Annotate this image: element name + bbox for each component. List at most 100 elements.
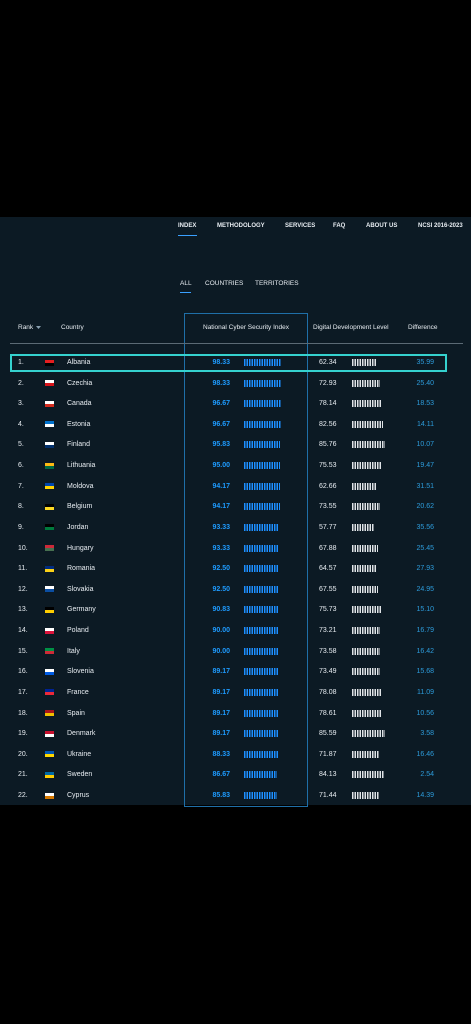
- ddl-bar: [352, 565, 377, 573]
- country[interactable]: Cyprus: [67, 792, 90, 800]
- header[interactable]: Rank: [18, 324, 34, 331]
- ddl-value: 85.76: [319, 441, 337, 449]
- country[interactable]: Finland: [67, 441, 90, 449]
- nav-item[interactable]: ABOUT US: [366, 223, 398, 229]
- ddl-value: 72.93: [319, 379, 337, 387]
- ncsi-value: 89.17: [212, 709, 230, 717]
- ddl-bar: [352, 585, 378, 593]
- ddl-value: 71.87: [319, 750, 337, 758]
- difference-value: 31.51: [416, 482, 434, 490]
- ddl-bar: [352, 420, 384, 428]
- ncsi-bar: [244, 688, 278, 696]
- rank: 10.: [18, 544, 28, 552]
- country[interactable]: Poland: [67, 627, 89, 635]
- country[interactable]: Estonia: [67, 420, 91, 428]
- ddl-bar: [352, 441, 385, 449]
- nav-item[interactable]: SERVICES: [285, 223, 316, 229]
- flag: [45, 606, 54, 613]
- country[interactable]: Romania: [67, 565, 96, 573]
- rank: 7.: [18, 482, 24, 490]
- header[interactable]: National Cyber Security Index: [203, 324, 289, 331]
- difference-value: 16.79: [416, 627, 434, 635]
- ncsi-value: 89.17: [212, 668, 230, 676]
- ncsi-bar: [244, 668, 278, 676]
- rank: 5.: [18, 441, 24, 449]
- country[interactable]: Slovakia: [67, 585, 94, 593]
- ncsi-column-frame: [184, 313, 308, 807]
- tab[interactable]: ALL: [180, 280, 192, 287]
- country[interactable]: Czechia: [67, 379, 93, 387]
- ddl-bar: [352, 359, 376, 366]
- ddl-value: 78.14: [319, 400, 337, 408]
- ddl-value: 67.88: [319, 544, 337, 552]
- nav-item[interactable]: FAQ: [333, 223, 346, 229]
- tab[interactable]: TERRITORIES: [255, 280, 299, 287]
- ncsi-bar: [244, 565, 280, 573]
- tab[interactable]: COUNTRIES: [205, 280, 244, 287]
- ddl-value: 78.61: [319, 709, 337, 717]
- difference-value: 10.07: [416, 441, 434, 449]
- header[interactable]: Difference: [408, 324, 438, 331]
- difference-value: 16.42: [416, 647, 434, 655]
- flag: [45, 483, 54, 490]
- ddl-bar: [352, 606, 381, 614]
- country[interactable]: Spain: [67, 709, 85, 717]
- ncsi-value: 86.67: [212, 771, 230, 779]
- rank: 3.: [18, 400, 24, 408]
- country[interactable]: Jordan: [67, 523, 89, 531]
- flag: [45, 565, 54, 572]
- ddl-value: 73.21: [319, 627, 337, 635]
- flag: [45, 689, 54, 696]
- country[interactable]: Sweden: [67, 771, 93, 779]
- ddl-value: 75.73: [319, 606, 337, 614]
- header[interactable]: Digital Development Level: [313, 324, 389, 331]
- rank: 16.: [18, 668, 28, 676]
- ncsi-bar: [244, 420, 281, 428]
- flag: [45, 380, 54, 387]
- nav-item[interactable]: INDEX: [178, 223, 197, 229]
- flag: [45, 771, 54, 778]
- flag: [45, 710, 54, 717]
- difference-value: 25.45: [416, 544, 434, 552]
- difference-value: 25.40: [416, 379, 434, 387]
- ddl-value: 82.56: [319, 420, 337, 428]
- ddl-bar: [352, 482, 376, 490]
- country[interactable]: Slovenia: [67, 668, 94, 676]
- ddl-bar: [352, 668, 380, 676]
- ncsi-bar: [244, 400, 281, 408]
- rank: 20.: [18, 750, 28, 758]
- country[interactable]: Albania: [67, 359, 91, 366]
- flag: [45, 524, 54, 531]
- ddl-value: 64.57: [319, 565, 337, 573]
- rank: 22.: [18, 792, 28, 800]
- content-panel: [0, 217, 471, 805]
- country[interactable]: Belgium: [67, 503, 93, 511]
- country[interactable]: France: [67, 688, 89, 696]
- ncsi-value: 95.83: [212, 441, 230, 449]
- difference-value: 20.62: [416, 503, 434, 511]
- difference-value: 19.47: [416, 462, 434, 470]
- country[interactable]: Hungary: [67, 544, 94, 552]
- rank: 11.: [18, 565, 28, 573]
- nav-item[interactable]: NCSI 2016-2023: [418, 223, 463, 229]
- ddl-bar: [352, 400, 382, 408]
- flag: [45, 359, 54, 366]
- country[interactable]: Moldova: [67, 482, 94, 490]
- ncsi-bar: [244, 523, 280, 531]
- nav-item[interactable]: METHODOLOGY: [217, 223, 265, 229]
- country[interactable]: Italy: [67, 647, 80, 655]
- difference-value: 14.39: [416, 792, 434, 800]
- sort-icon[interactable]: [36, 326, 41, 330]
- header[interactable]: Country: [61, 324, 84, 331]
- ddl-bar: [352, 688, 382, 696]
- nav-underline: [178, 235, 197, 236]
- country[interactable]: Lithuania: [67, 462, 96, 470]
- rank: 21.: [18, 771, 28, 779]
- country[interactable]: Canada: [67, 400, 92, 408]
- country[interactable]: Ukraine: [67, 750, 92, 758]
- country[interactable]: Denmark: [67, 730, 96, 738]
- ddl-value: 73.55: [319, 503, 337, 511]
- ddl-value: 84.13: [319, 771, 337, 779]
- ddl-bar: [352, 730, 385, 738]
- country[interactable]: Germany: [67, 606, 96, 614]
